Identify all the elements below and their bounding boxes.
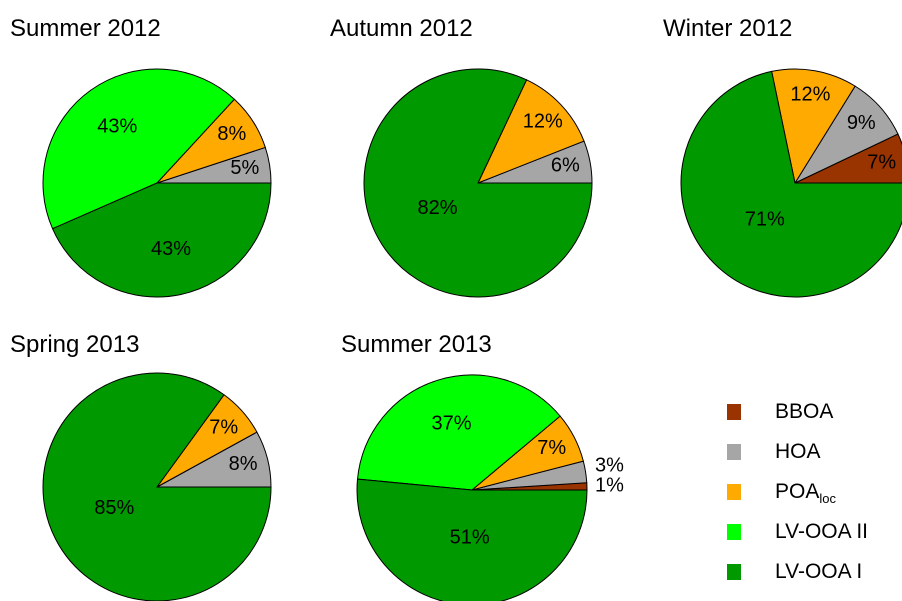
value-label: 82% bbox=[418, 197, 458, 219]
value-label: 71% bbox=[745, 208, 785, 230]
value-label: 7% bbox=[537, 437, 566, 459]
legend-name: POA bbox=[775, 480, 819, 503]
legend-name: HOA bbox=[775, 440, 821, 463]
value-label: 3% bbox=[595, 454, 624, 476]
legend-swatch bbox=[727, 484, 741, 500]
value-label: 43% bbox=[97, 116, 137, 138]
value-label: 37% bbox=[431, 412, 471, 434]
legend-label: POAloc bbox=[775, 480, 836, 507]
legend-name: LV-OOA II bbox=[775, 520, 868, 543]
value-label: 6% bbox=[551, 155, 580, 177]
pie-slice bbox=[42, 372, 272, 601]
value-label: 8% bbox=[217, 123, 246, 145]
legend-label: HOA bbox=[775, 440, 821, 463]
value-label: 43% bbox=[151, 238, 191, 260]
legend-name: BBOA bbox=[775, 400, 833, 423]
legend-subscript: loc bbox=[819, 491, 836, 506]
legend-swatch bbox=[727, 564, 741, 580]
legend-swatch bbox=[727, 404, 741, 420]
value-label: 5% bbox=[230, 157, 259, 179]
value-label: 1% bbox=[595, 474, 624, 496]
value-label: 8% bbox=[229, 453, 258, 475]
value-label: 51% bbox=[450, 527, 490, 549]
pie-slice bbox=[356, 478, 588, 601]
pie-slice bbox=[356, 374, 561, 491]
pie-slice bbox=[771, 68, 856, 185]
value-label: 7% bbox=[209, 416, 238, 438]
pie-title: Autumn 2012 bbox=[330, 15, 473, 42]
legend-label: BBOA bbox=[775, 400, 833, 423]
pie-title: Summer 2012 bbox=[10, 15, 161, 42]
pie-slice bbox=[42, 68, 236, 230]
pie-title: Spring 2013 bbox=[10, 331, 139, 358]
pie-title: Summer 2013 bbox=[341, 331, 492, 358]
value-label: 12% bbox=[523, 110, 563, 132]
pie-slice bbox=[680, 70, 902, 298]
legend-swatch bbox=[727, 524, 741, 540]
legend-name: LV-OOA I bbox=[775, 560, 862, 583]
pie-slice bbox=[51, 182, 272, 298]
value-label: 7% bbox=[867, 152, 896, 174]
pie-slice bbox=[477, 79, 585, 184]
legend-label: LV-OOA II bbox=[775, 520, 868, 543]
value-label: 12% bbox=[790, 84, 830, 106]
value-label: 85% bbox=[94, 497, 134, 519]
legend-label: LV-OOA I bbox=[775, 560, 862, 583]
pie-title: Winter 2012 bbox=[663, 15, 792, 42]
legend-swatch bbox=[727, 444, 741, 460]
value-label: 9% bbox=[847, 112, 876, 134]
pie-slice bbox=[363, 68, 593, 298]
